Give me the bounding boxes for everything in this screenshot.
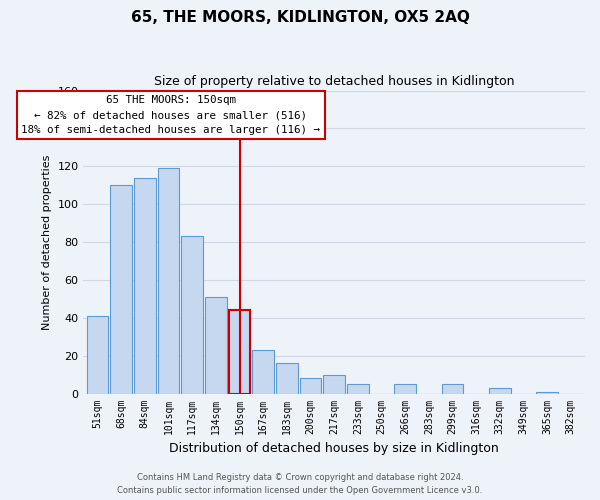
Bar xyxy=(347,384,369,394)
Bar xyxy=(134,178,156,394)
Bar xyxy=(181,236,203,394)
Bar xyxy=(229,310,250,394)
Title: Size of property relative to detached houses in Kidlington: Size of property relative to detached ho… xyxy=(154,75,514,88)
Bar xyxy=(276,364,298,394)
Bar xyxy=(205,297,227,394)
Bar xyxy=(323,374,345,394)
Bar xyxy=(394,384,416,394)
X-axis label: Distribution of detached houses by size in Kidlington: Distribution of detached houses by size … xyxy=(169,442,499,455)
Bar xyxy=(489,388,511,394)
Text: 65 THE MOORS: 150sqm
← 82% of detached houses are smaller (516)
18% of semi-deta: 65 THE MOORS: 150sqm ← 82% of detached h… xyxy=(22,96,320,135)
Bar xyxy=(252,350,274,394)
Bar xyxy=(86,316,109,394)
Bar xyxy=(158,168,179,394)
Bar xyxy=(442,384,463,394)
Bar xyxy=(536,392,558,394)
Bar xyxy=(299,378,322,394)
Text: Contains HM Land Registry data © Crown copyright and database right 2024.
Contai: Contains HM Land Registry data © Crown c… xyxy=(118,474,482,495)
Text: 65, THE MOORS, KIDLINGTON, OX5 2AQ: 65, THE MOORS, KIDLINGTON, OX5 2AQ xyxy=(131,10,469,25)
Y-axis label: Number of detached properties: Number of detached properties xyxy=(42,154,52,330)
Bar xyxy=(229,310,250,394)
Bar xyxy=(110,185,132,394)
